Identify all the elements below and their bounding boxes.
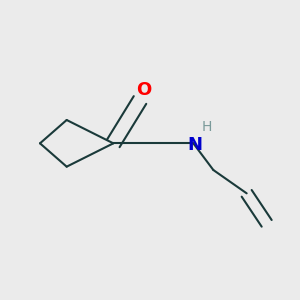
Text: H: H [202,120,212,134]
Text: N: N [188,136,202,154]
Text: O: O [136,81,151,99]
